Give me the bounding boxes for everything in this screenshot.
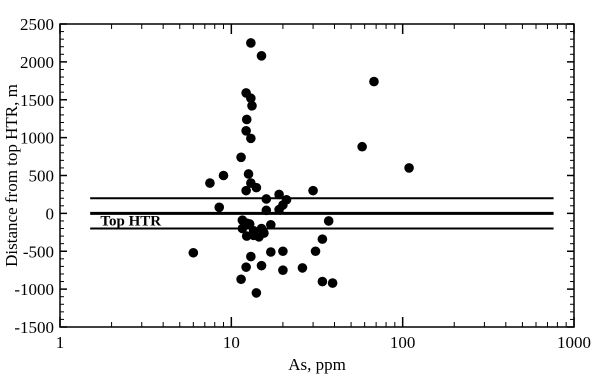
- y-tick-label: 1500: [20, 91, 54, 110]
- data-point: [243, 169, 254, 179]
- data-point: [266, 219, 276, 230]
- y-axis-title: Distance from top HTR, m: [2, 84, 21, 267]
- reference-lines: [90, 197, 554, 230]
- data-point: [297, 263, 308, 273]
- data-point: [310, 246, 321, 257]
- data-point: [256, 51, 267, 61]
- y-tick-label: 2500: [20, 15, 54, 34]
- data-point: [256, 260, 267, 271]
- data-points: [188, 38, 414, 298]
- data-point: [278, 246, 288, 257]
- data-point: [274, 204, 284, 215]
- data-point: [274, 189, 284, 200]
- data-point: [251, 182, 262, 193]
- data-point: [317, 234, 328, 244]
- data-point: [218, 170, 229, 181]
- data-point: [266, 247, 276, 257]
- data-point: [278, 265, 288, 275]
- data-point: [241, 185, 251, 196]
- data-point: [259, 228, 269, 238]
- x-axis-ticks: 1 10 100 1000: [56, 24, 591, 352]
- data-point: [241, 114, 252, 125]
- x-tick-label: 1: [56, 333, 65, 352]
- y-tick-label: -500: [23, 242, 54, 261]
- data-point: [214, 202, 225, 213]
- y-tick-label: 500: [29, 167, 55, 186]
- data-point: [404, 163, 414, 173]
- data-point: [246, 251, 256, 262]
- data-point: [369, 76, 379, 87]
- data-point: [246, 38, 256, 48]
- y-axis-ticks: -1500 -1000 -500 0 500 1000 1500 2000 2500: [14, 15, 574, 337]
- data-point: [188, 247, 199, 258]
- y-tick-label: -1500: [14, 318, 54, 337]
- data-point: [308, 185, 318, 196]
- data-point: [237, 223, 248, 234]
- x-tick-label: 1000: [557, 333, 591, 352]
- y-tick-label: -1000: [14, 280, 54, 299]
- y-tick-label: 0: [46, 204, 55, 223]
- data-point: [251, 288, 262, 298]
- data-point: [236, 152, 246, 163]
- x-tick-label: 10: [223, 333, 240, 352]
- data-point: [241, 231, 252, 241]
- x-axis-title: As, ppm: [288, 355, 346, 374]
- top-htr-label: Top HTR: [100, 213, 161, 229]
- data-point: [247, 101, 257, 111]
- data-point: [327, 278, 338, 288]
- data-point: [236, 274, 246, 285]
- data-point: [241, 262, 251, 272]
- data-point: [323, 216, 334, 226]
- data-point: [246, 93, 256, 104]
- y-tick-label: 1000: [20, 129, 54, 148]
- plot-axes: [59, 23, 575, 328]
- y-tick-label: 2000: [20, 53, 54, 72]
- data-point: [246, 133, 256, 144]
- data-point: [241, 126, 251, 136]
- data-point: [317, 276, 328, 287]
- data-point: [261, 205, 272, 216]
- plot-frame: [59, 23, 575, 328]
- x-tick-label: 100: [390, 333, 416, 352]
- data-point: [205, 178, 215, 188]
- data-point: [261, 194, 272, 204]
- data-point: [357, 141, 367, 152]
